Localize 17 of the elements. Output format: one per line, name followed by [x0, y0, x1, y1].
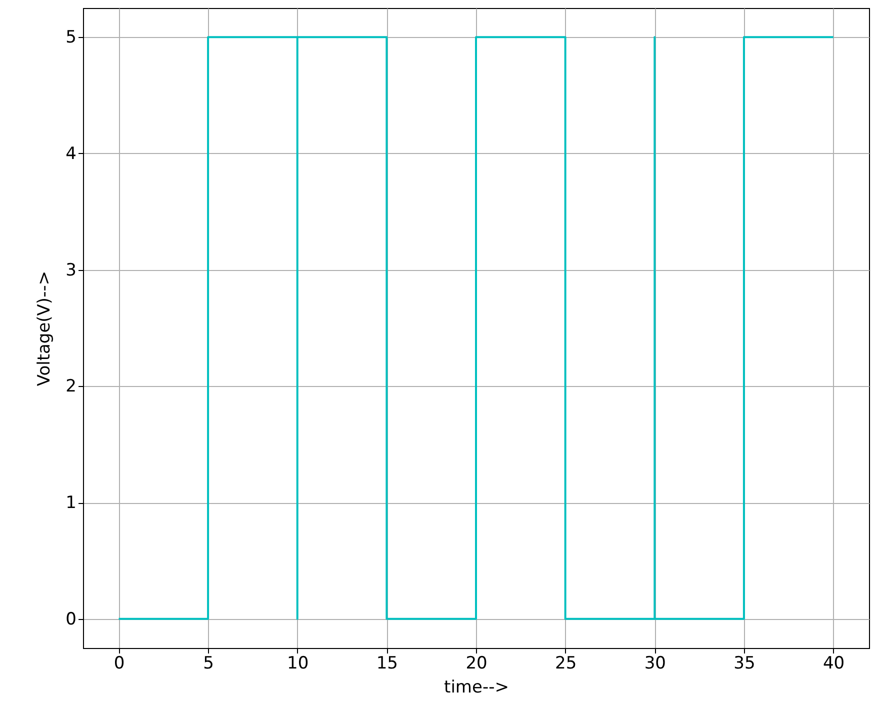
y-axis-title: Voltage(V)-->: [34, 270, 55, 386]
x-tick-label: 0: [114, 654, 125, 674]
y-tick-label: 1: [66, 493, 76, 514]
y-tick-label: 0: [66, 609, 76, 630]
x-tick-label: 30: [644, 654, 666, 674]
x-axis-title: time-->: [444, 678, 509, 698]
x-tick-label: 20: [466, 654, 488, 674]
y-tick-label: 2: [66, 376, 76, 397]
x-tick-label: 25: [555, 654, 577, 674]
x-tick-label: 10: [287, 654, 309, 674]
x-tick-label: 15: [376, 654, 398, 674]
y-tick-label: 5: [66, 28, 76, 48]
x-tick-label: 35: [734, 654, 756, 674]
y-tick-label: 4: [66, 144, 76, 164]
y-tick-label: 3: [66, 260, 76, 280]
x-tick-label: 5: [203, 654, 214, 674]
x-tick-label: 40: [822, 654, 845, 674]
